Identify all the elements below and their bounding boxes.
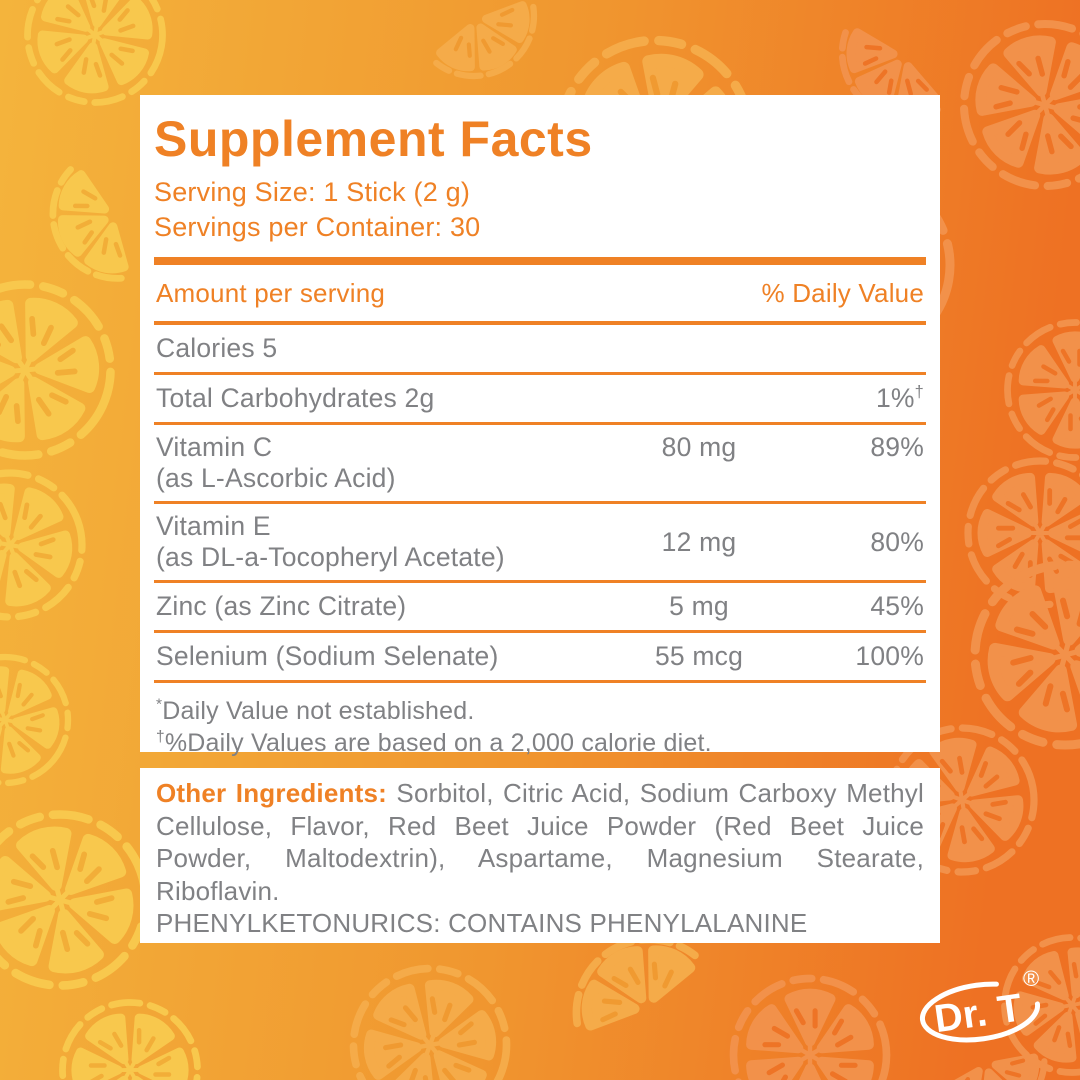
other-ingredients-paragraph: Other Ingredients: Sorbitol, Citric Acid… [156, 777, 924, 907]
ingredient-source: (as L-Ascorbic Acid) [156, 463, 396, 493]
column-amount-per-serving: Amount per serving [156, 278, 386, 308]
table-row-carbohydrates: Total Carbohydrates 2g 1%† [154, 375, 926, 425]
footnotes: *Daily Value not established. †%Daily Va… [154, 683, 926, 759]
table-row-vitamin-e: Vitamin E (as DL-a-Tocopheryl Acetate) 1… [154, 504, 926, 583]
other-ingredients-list: Sorbitol, Citric Acid, Sodium Carboxy Me… [156, 778, 924, 906]
column-daily-value: % Daily Value [761, 278, 924, 308]
table-row-vitamin-c: Vitamin C (as L-Ascorbic Acid) 80 mg 89% [154, 425, 926, 504]
serving-size: Serving Size: 1 Stick (2 g) [154, 177, 471, 207]
servings-per-container: Servings per Container: 30 [154, 212, 481, 242]
footnote-asterisk: *Daily Value not established. [156, 696, 475, 725]
logo-swoosh [919, 981, 1041, 1043]
dagger-symbol: † [914, 383, 924, 402]
ingredient-source: (as DL-a-Tocopheryl Acetate) [156, 542, 505, 572]
supplement-facts-panel: Supplement Facts Serving Size: 1 Stick (… [140, 95, 940, 757]
table-row-selenium: Selenium (Sodium Selenate) 55 mcg 100% [154, 633, 926, 683]
panel-title: Supplement Facts [154, 111, 593, 167]
dr-t-logo: Dr. T ® [919, 966, 1041, 1043]
table-header: Amount per serving % Daily Value [154, 265, 926, 325]
table-row-calories: Calories 5 [154, 325, 926, 375]
footnote-dagger: †%Daily Values are based on a 2,000 calo… [156, 728, 712, 757]
phenylketonurics-warning: PHENYLKETONURICS: CONTAINS PHENYLALANINE [156, 908, 808, 938]
other-ingredients-panel: Other Ingredients: Sorbitol, Citric Acid… [140, 768, 940, 943]
other-ingredients-label: Other Ingredients: [156, 778, 387, 808]
facts-table: Amount per serving % Daily Value Calorie… [154, 265, 926, 759]
registered-trademark-icon: ® [1023, 966, 1039, 991]
divider-bar [154, 257, 926, 265]
table-row-zinc: Zinc (as Zinc Citrate) 5 mg 45% [154, 583, 926, 633]
